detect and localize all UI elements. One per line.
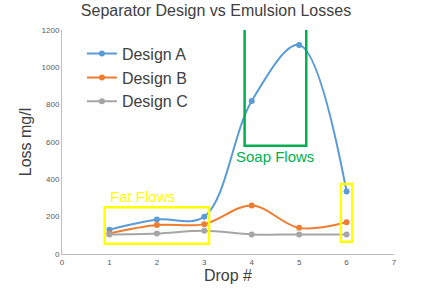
svg-text:4: 4: [249, 258, 254, 267]
svg-text:3: 3: [202, 258, 207, 267]
svg-text:0: 0: [55, 250, 60, 259]
svg-text:1: 1: [107, 258, 112, 267]
svg-text:200: 200: [46, 212, 60, 221]
svg-text:800: 800: [46, 100, 60, 109]
svg-text:600: 600: [46, 138, 60, 147]
svg-text:Soap Flows: Soap Flows: [236, 148, 314, 165]
svg-text:2: 2: [155, 258, 160, 267]
svg-text:Fat Flows: Fat Flows: [110, 188, 175, 205]
svg-text:Drop #: Drop #: [204, 267, 252, 284]
svg-text:6: 6: [344, 258, 349, 267]
svg-text:Design A: Design A: [122, 46, 186, 63]
svg-text:0: 0: [60, 258, 65, 267]
svg-text:1200: 1200: [42, 26, 60, 35]
svg-text:Design B: Design B: [122, 70, 187, 87]
svg-text:7: 7: [392, 258, 397, 267]
svg-text:400: 400: [46, 175, 60, 184]
svg-text:5: 5: [297, 258, 302, 267]
svg-text:1000: 1000: [42, 63, 60, 72]
svg-text:Separator Design vs Emulsion L: Separator Design vs Emulsion Losses: [81, 2, 351, 19]
svg-text:Loss mg/l: Loss mg/l: [17, 108, 34, 176]
svg-text:Design C: Design C: [122, 93, 188, 110]
